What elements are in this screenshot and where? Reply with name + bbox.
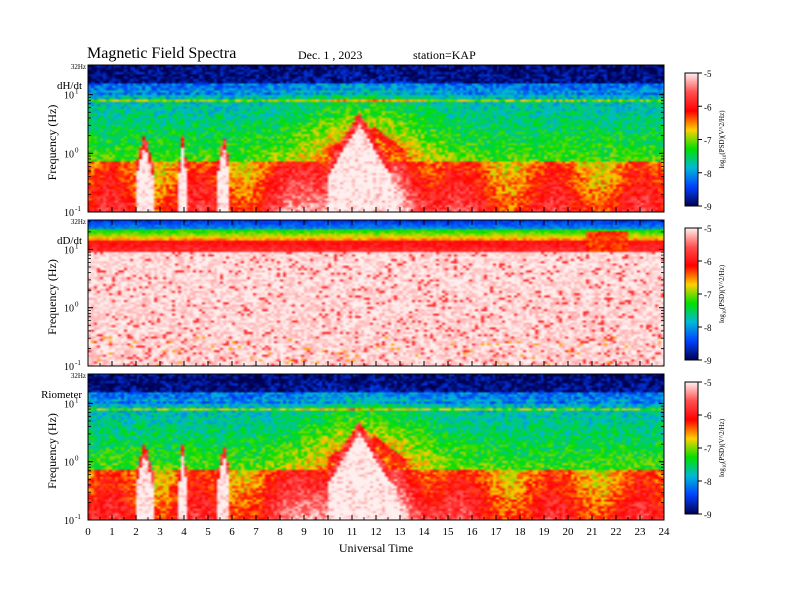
x-tick-label: 10 bbox=[323, 526, 335, 538]
x-tick-label: 0 bbox=[85, 526, 91, 538]
colorbar-tick-label: -9 bbox=[704, 356, 712, 366]
y-tick-exponent: 0 bbox=[75, 301, 79, 309]
colorbar-tick-label: -6 bbox=[704, 257, 712, 267]
colorbar-tick-label: -8 bbox=[704, 169, 712, 179]
x-tick-label: 24 bbox=[659, 526, 671, 538]
x-tick-label: 12 bbox=[371, 526, 382, 538]
x-tick-label: 15 bbox=[443, 526, 455, 538]
y-tick-exponent: -1 bbox=[75, 513, 81, 521]
x-tick-label: 8 bbox=[277, 526, 283, 538]
spectrogram-heatmap bbox=[88, 220, 664, 366]
colorbar: -5 -6 -7 -8 -9 log10(PSD)(V^2/Hz) bbox=[684, 69, 728, 212]
x-tick-label: 2 bbox=[133, 526, 139, 538]
colorbar-tick-label: -9 bbox=[704, 510, 712, 520]
y-axis-label: Frequency (Hz) bbox=[45, 413, 59, 489]
spectrogram-heatmap bbox=[88, 65, 664, 212]
spectrogram-heatmap bbox=[88, 374, 664, 520]
x-tick-label: 17 bbox=[491, 526, 503, 538]
y-tick-exponent: 0 bbox=[75, 146, 79, 154]
y-tick-label: 10 bbox=[64, 399, 74, 410]
y-tick-label: 10 bbox=[64, 208, 74, 219]
colorbar-label: log10(PSD)(V^2/Hz) bbox=[718, 110, 728, 169]
y-tick-exponent: 1 bbox=[75, 88, 79, 96]
x-tick-label: 19 bbox=[539, 526, 551, 538]
colorbar-tick-label: -7 bbox=[704, 136, 712, 146]
x-tick-label: 13 bbox=[395, 526, 407, 538]
colorbar-label: log10(PSD)(V^2/Hz) bbox=[718, 418, 728, 477]
y-tick-label: 10 bbox=[64, 362, 74, 373]
y-axis-label: Frequency (Hz) bbox=[45, 105, 59, 181]
colorbar: -5 -6 -7 -8 -9 log10(PSD)(V^2/Hz) bbox=[684, 224, 728, 366]
station-label: station=KAP bbox=[413, 48, 476, 62]
colorbar-tick-label: -8 bbox=[704, 477, 712, 487]
y-top-label: 32Hz bbox=[71, 63, 86, 71]
colorbar-tick-label: -8 bbox=[704, 323, 712, 333]
panel-label: dD/dt bbox=[57, 235, 82, 247]
colorbar: -5 -6 -7 -8 -9 log10(PSD)(V^2/Hz) bbox=[684, 378, 728, 520]
colorbar-gradient bbox=[684, 227, 699, 361]
x-tick-label: 5 bbox=[205, 526, 211, 538]
colorbar-tick-label: -7 bbox=[704, 444, 712, 454]
y-tick-label: 10 bbox=[64, 149, 74, 160]
colorbar-gradient bbox=[684, 381, 699, 515]
chart-title: Magnetic Field Spectra bbox=[87, 45, 237, 62]
x-tick-label: 9 bbox=[301, 526, 307, 538]
x-tick-label: 22 bbox=[611, 526, 622, 538]
colorbar-tick-label: -5 bbox=[704, 224, 712, 234]
x-tick-label: 7 bbox=[253, 526, 259, 538]
colorbar-gradient bbox=[684, 72, 699, 207]
panel-label: Riometer bbox=[41, 389, 82, 401]
x-tick-label: 23 bbox=[635, 526, 647, 538]
colorbar-tick-label: -5 bbox=[704, 69, 712, 79]
y-tick-exponent: 0 bbox=[75, 455, 79, 463]
x-tick-label: 14 bbox=[419, 526, 431, 538]
y-tick-label: 10 bbox=[64, 516, 74, 527]
x-tick-label: 18 bbox=[515, 526, 527, 538]
x-tick-label: 3 bbox=[157, 526, 163, 538]
y-tick-label: 10 bbox=[64, 91, 74, 102]
x-tick-label: 20 bbox=[563, 526, 575, 538]
x-tick-label: 6 bbox=[229, 526, 235, 538]
panel-label: dH/dt bbox=[57, 80, 82, 92]
y-tick-label: 10 bbox=[64, 304, 74, 315]
y-tick-exponent: 1 bbox=[75, 396, 79, 404]
y-tick-exponent: 1 bbox=[75, 242, 79, 250]
colorbar-tick-label: -6 bbox=[704, 102, 712, 112]
x-axis-label: Universal Time bbox=[339, 541, 413, 555]
chart-date: Dec. 1 , 2023 bbox=[298, 48, 363, 62]
x-tick-label: 4 bbox=[181, 526, 187, 538]
y-top-label: 32Hz bbox=[71, 218, 86, 226]
colorbar-tick-label: -9 bbox=[704, 202, 712, 212]
y-tick-exponent: -1 bbox=[75, 205, 81, 213]
y-tick-label: 10 bbox=[64, 245, 74, 256]
y-top-label: 32Hz bbox=[71, 372, 86, 380]
y-tick-label: 10 bbox=[64, 458, 74, 469]
colorbar-label: log10(PSD)(V^2/Hz) bbox=[718, 264, 728, 323]
x-tick-label: 1 bbox=[109, 526, 115, 538]
y-axis-label: Frequency (Hz) bbox=[45, 259, 59, 335]
colorbar-tick-label: -7 bbox=[704, 290, 712, 300]
y-tick-exponent: -1 bbox=[75, 359, 81, 367]
x-tick-label: 11 bbox=[347, 526, 358, 538]
x-tick-label: 16 bbox=[467, 526, 479, 538]
colorbar-tick-label: -6 bbox=[704, 411, 712, 421]
colorbar-tick-label: -5 bbox=[704, 378, 712, 388]
x-tick-label: 21 bbox=[587, 526, 598, 538]
